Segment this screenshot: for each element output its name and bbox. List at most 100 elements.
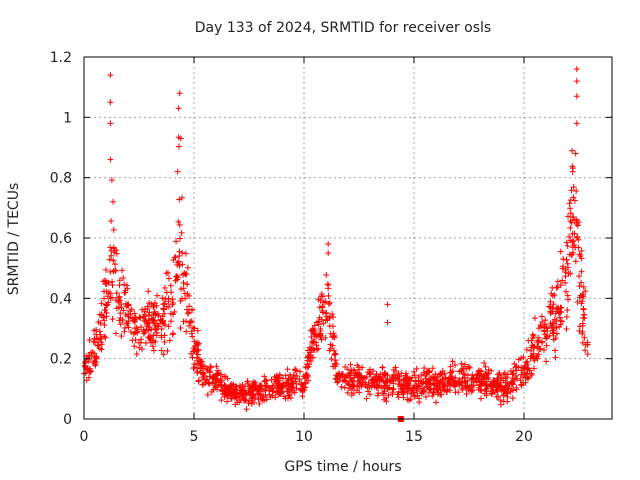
x-tick-label: 5: [190, 429, 199, 445]
data-point: [226, 391, 233, 398]
data-point: [218, 397, 225, 404]
data-point: [150, 331, 157, 338]
data-point: [394, 372, 401, 379]
data-point: [347, 361, 354, 368]
data-point: [86, 336, 93, 343]
data-point: [543, 342, 550, 349]
data-point: [356, 366, 363, 373]
data-point: [174, 168, 181, 175]
data-point: [547, 310, 554, 317]
data-point: [222, 386, 229, 393]
data-point: [304, 364, 311, 371]
data-point: [530, 344, 537, 351]
data-point: [146, 309, 153, 316]
data-point: [263, 383, 270, 390]
data-point: [553, 324, 560, 331]
data-point: [278, 388, 285, 395]
data-point: [442, 374, 449, 381]
data-point: [564, 307, 571, 314]
data-point: [420, 388, 427, 395]
data-point: [536, 345, 543, 352]
data-point: [108, 177, 115, 184]
data-point: [296, 376, 303, 383]
data-point: [400, 388, 407, 395]
data-point: [162, 296, 169, 303]
data-point: [576, 294, 583, 301]
data-point: [501, 369, 508, 376]
data-point: [495, 393, 502, 400]
data-point: [124, 320, 131, 327]
data-point: [563, 325, 570, 332]
data-point: [394, 391, 401, 398]
data-point: [451, 382, 458, 389]
data-point: [567, 210, 574, 217]
data-point: [189, 333, 196, 340]
data-point: [364, 384, 371, 391]
data-point: [573, 66, 580, 73]
data-point: [131, 343, 138, 350]
y-tick-label: 1.2: [50, 50, 72, 66]
data-point: [356, 389, 363, 396]
data-point: [302, 380, 309, 387]
data-point: [117, 310, 124, 317]
data-point: [185, 322, 192, 329]
data-point: [524, 358, 531, 365]
data-point: [580, 314, 587, 321]
data-point: [194, 368, 201, 375]
data-point: [256, 400, 263, 407]
data-point: [553, 318, 560, 325]
data-point: [125, 324, 132, 331]
data-point: [169, 296, 176, 303]
data-point: [318, 316, 325, 323]
data-point: [384, 319, 391, 326]
data-point: [140, 313, 147, 320]
data-point: [146, 334, 153, 341]
data-point: [439, 367, 446, 374]
data-point: [215, 367, 222, 374]
data-point: [261, 373, 268, 380]
data-point: [103, 278, 110, 285]
data-point: [243, 406, 250, 413]
data-point: [546, 303, 553, 310]
data-point: [313, 342, 320, 349]
data-point: [449, 368, 456, 375]
data-point: [446, 375, 453, 382]
data-point: [184, 310, 191, 317]
data-point: [160, 351, 167, 358]
data-point: [512, 364, 519, 371]
data-point: [242, 396, 249, 403]
data-point: [151, 308, 158, 315]
data-point: [95, 318, 102, 325]
data-point: [528, 371, 535, 378]
data-point: [452, 362, 459, 369]
data-point: [569, 168, 576, 175]
data-point: [373, 381, 380, 388]
data-point: [151, 317, 158, 324]
data-point: [319, 303, 326, 310]
data-point: [217, 379, 224, 386]
data-point: [497, 401, 504, 408]
data-point: [554, 283, 561, 290]
data-point: [273, 373, 280, 380]
data-point: [112, 261, 119, 268]
data-point: [427, 386, 434, 393]
data-point: [407, 396, 414, 403]
data-point: [366, 366, 373, 373]
data-point: [518, 382, 525, 389]
y-tick-label: 1: [63, 110, 72, 126]
data-point: [319, 309, 326, 316]
data-point: [357, 372, 364, 379]
data-point: [402, 372, 409, 379]
y-tick-label: 0.6: [50, 231, 72, 247]
data-point: [184, 264, 191, 271]
data-point: [464, 377, 471, 384]
data-point: [392, 375, 399, 382]
data-point: [570, 249, 577, 256]
data-point: [199, 374, 206, 381]
data-point: [91, 327, 98, 334]
data-point: [571, 230, 578, 237]
data-point: [391, 371, 398, 378]
data-point: [122, 287, 129, 294]
data-point: [101, 306, 108, 313]
data-point: [557, 321, 564, 328]
